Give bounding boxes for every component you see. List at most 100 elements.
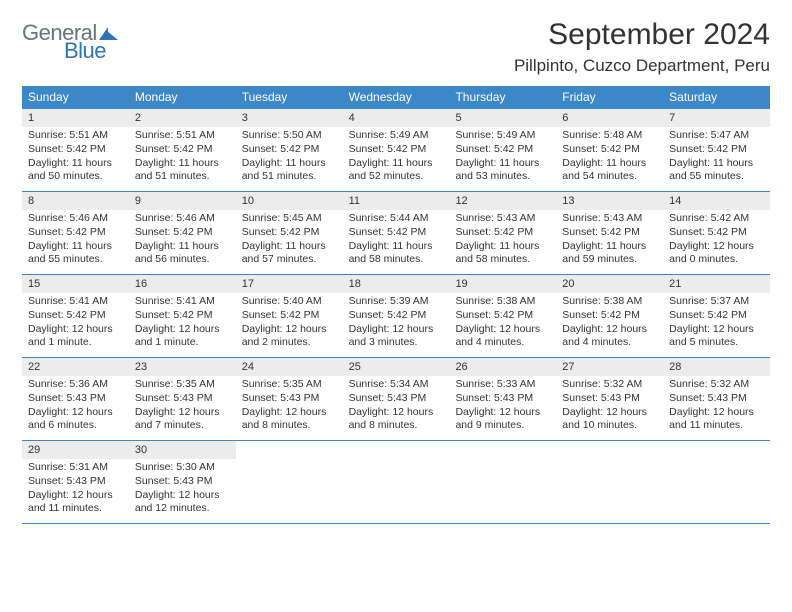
- day-body: Sunrise: 5:32 AMSunset: 5:43 PMDaylight:…: [556, 376, 663, 437]
- day-number: 17: [236, 275, 343, 293]
- day-number: 14: [663, 192, 770, 210]
- day-header: Monday: [129, 86, 236, 108]
- day-body: Sunrise: 5:51 AMSunset: 5:42 PMDaylight:…: [129, 127, 236, 188]
- day-cell: 4Sunrise: 5:49 AMSunset: 5:42 PMDaylight…: [343, 109, 450, 191]
- sunset-text: Sunset: 5:42 PM: [562, 309, 657, 323]
- sunset-text: Sunset: 5:42 PM: [242, 226, 337, 240]
- header: General Blue September 2024 Pillpinto, C…: [22, 18, 770, 76]
- day-header: Thursday: [449, 86, 556, 108]
- daylight-text: Daylight: 11 hours and 53 minutes.: [455, 157, 550, 184]
- day-number: 25: [343, 358, 450, 376]
- sunrise-text: Sunrise: 5:51 AM: [135, 129, 230, 143]
- sunset-text: Sunset: 5:42 PM: [349, 143, 444, 157]
- daylight-text: Daylight: 12 hours and 3 minutes.: [349, 323, 444, 350]
- sunset-text: Sunset: 5:42 PM: [349, 226, 444, 240]
- day-cell: 14Sunrise: 5:42 AMSunset: 5:42 PMDayligh…: [663, 192, 770, 274]
- sunrise-text: Sunrise: 5:35 AM: [135, 378, 230, 392]
- daylight-text: Daylight: 12 hours and 1 minute.: [28, 323, 123, 350]
- day-cell: 17Sunrise: 5:40 AMSunset: 5:42 PMDayligh…: [236, 275, 343, 357]
- day-body: Sunrise: 5:40 AMSunset: 5:42 PMDaylight:…: [236, 293, 343, 354]
- sunset-text: Sunset: 5:42 PM: [349, 309, 444, 323]
- daylight-text: Daylight: 12 hours and 11 minutes.: [28, 489, 123, 516]
- day-cell: 30Sunrise: 5:30 AMSunset: 5:43 PMDayligh…: [129, 441, 236, 523]
- daylight-text: Daylight: 11 hours and 51 minutes.: [242, 157, 337, 184]
- sunset-text: Sunset: 5:42 PM: [455, 143, 550, 157]
- day-body: Sunrise: 5:38 AMSunset: 5:42 PMDaylight:…: [449, 293, 556, 354]
- day-body: Sunrise: 5:33 AMSunset: 5:43 PMDaylight:…: [449, 376, 556, 437]
- day-cell: 11Sunrise: 5:44 AMSunset: 5:42 PMDayligh…: [343, 192, 450, 274]
- sunset-text: Sunset: 5:42 PM: [562, 143, 657, 157]
- daylight-text: Daylight: 11 hours and 54 minutes.: [562, 157, 657, 184]
- day-number: 28: [663, 358, 770, 376]
- day-body: Sunrise: 5:43 AMSunset: 5:42 PMDaylight:…: [556, 210, 663, 271]
- day-body: Sunrise: 5:41 AMSunset: 5:42 PMDaylight:…: [129, 293, 236, 354]
- daylight-text: Daylight: 11 hours and 56 minutes.: [135, 240, 230, 267]
- day-number: 22: [22, 358, 129, 376]
- day-cell: 25Sunrise: 5:34 AMSunset: 5:43 PMDayligh…: [343, 358, 450, 440]
- day-body: Sunrise: 5:35 AMSunset: 5:43 PMDaylight:…: [129, 376, 236, 437]
- day-cell: 18Sunrise: 5:39 AMSunset: 5:42 PMDayligh…: [343, 275, 450, 357]
- sunset-text: Sunset: 5:43 PM: [28, 392, 123, 406]
- day-cell: 16Sunrise: 5:41 AMSunset: 5:42 PMDayligh…: [129, 275, 236, 357]
- location: Pillpinto, Cuzco Department, Peru: [514, 56, 770, 76]
- daylight-text: Daylight: 12 hours and 11 minutes.: [669, 406, 764, 433]
- day-body: Sunrise: 5:47 AMSunset: 5:42 PMDaylight:…: [663, 127, 770, 188]
- sunrise-text: Sunrise: 5:33 AM: [455, 378, 550, 392]
- day-number: 1: [22, 109, 129, 127]
- sunset-text: Sunset: 5:42 PM: [28, 143, 123, 157]
- day-cell: 28Sunrise: 5:32 AMSunset: 5:43 PMDayligh…: [663, 358, 770, 440]
- sunrise-text: Sunrise: 5:30 AM: [135, 461, 230, 475]
- day-number: 7: [663, 109, 770, 127]
- daylight-text: Daylight: 12 hours and 2 minutes.: [242, 323, 337, 350]
- sunset-text: Sunset: 5:42 PM: [669, 226, 764, 240]
- day-body: Sunrise: 5:41 AMSunset: 5:42 PMDaylight:…: [22, 293, 129, 354]
- sunset-text: Sunset: 5:42 PM: [242, 143, 337, 157]
- day-header-row: SundayMondayTuesdayWednesdayThursdayFrid…: [22, 86, 770, 108]
- day-body: Sunrise: 5:50 AMSunset: 5:42 PMDaylight:…: [236, 127, 343, 188]
- day-body: Sunrise: 5:48 AMSunset: 5:42 PMDaylight:…: [556, 127, 663, 188]
- day-number: 5: [449, 109, 556, 127]
- sunrise-text: Sunrise: 5:32 AM: [562, 378, 657, 392]
- day-cell: [663, 441, 770, 523]
- daylight-text: Daylight: 11 hours and 55 minutes.: [669, 157, 764, 184]
- day-body: Sunrise: 5:36 AMSunset: 5:43 PMDaylight:…: [22, 376, 129, 437]
- daylight-text: Daylight: 12 hours and 7 minutes.: [135, 406, 230, 433]
- sunrise-text: Sunrise: 5:38 AM: [455, 295, 550, 309]
- day-cell: 22Sunrise: 5:36 AMSunset: 5:43 PMDayligh…: [22, 358, 129, 440]
- day-number: 15: [22, 275, 129, 293]
- logo: General Blue: [22, 18, 118, 62]
- sunset-text: Sunset: 5:42 PM: [669, 309, 764, 323]
- sunrise-text: Sunrise: 5:49 AM: [349, 129, 444, 143]
- daylight-text: Daylight: 12 hours and 0 minutes.: [669, 240, 764, 267]
- sunset-text: Sunset: 5:42 PM: [455, 309, 550, 323]
- sunset-text: Sunset: 5:42 PM: [562, 226, 657, 240]
- sunrise-text: Sunrise: 5:32 AM: [669, 378, 764, 392]
- daylight-text: Daylight: 12 hours and 10 minutes.: [562, 406, 657, 433]
- day-cell: 21Sunrise: 5:37 AMSunset: 5:42 PMDayligh…: [663, 275, 770, 357]
- daylight-text: Daylight: 12 hours and 9 minutes.: [455, 406, 550, 433]
- day-number: 6: [556, 109, 663, 127]
- sunrise-text: Sunrise: 5:35 AM: [242, 378, 337, 392]
- sunset-text: Sunset: 5:43 PM: [28, 475, 123, 489]
- day-cell: 13Sunrise: 5:43 AMSunset: 5:42 PMDayligh…: [556, 192, 663, 274]
- calendar: SundayMondayTuesdayWednesdayThursdayFrid…: [22, 86, 770, 524]
- title-block: September 2024 Pillpinto, Cuzco Departme…: [514, 18, 770, 76]
- sunrise-text: Sunrise: 5:51 AM: [28, 129, 123, 143]
- sunset-text: Sunset: 5:43 PM: [242, 392, 337, 406]
- daylight-text: Daylight: 12 hours and 5 minutes.: [669, 323, 764, 350]
- sunrise-text: Sunrise: 5:34 AM: [349, 378, 444, 392]
- sunset-text: Sunset: 5:42 PM: [28, 309, 123, 323]
- day-body: Sunrise: 5:51 AMSunset: 5:42 PMDaylight:…: [22, 127, 129, 188]
- daylight-text: Daylight: 11 hours and 55 minutes.: [28, 240, 123, 267]
- daylight-text: Daylight: 12 hours and 8 minutes.: [349, 406, 444, 433]
- sunset-text: Sunset: 5:42 PM: [28, 226, 123, 240]
- day-number: 27: [556, 358, 663, 376]
- day-cell: 26Sunrise: 5:33 AMSunset: 5:43 PMDayligh…: [449, 358, 556, 440]
- sunrise-text: Sunrise: 5:40 AM: [242, 295, 337, 309]
- sunset-text: Sunset: 5:43 PM: [135, 392, 230, 406]
- day-body: Sunrise: 5:45 AMSunset: 5:42 PMDaylight:…: [236, 210, 343, 271]
- day-number: 12: [449, 192, 556, 210]
- sunrise-text: Sunrise: 5:39 AM: [349, 295, 444, 309]
- day-number: 30: [129, 441, 236, 459]
- day-cell: 7Sunrise: 5:47 AMSunset: 5:42 PMDaylight…: [663, 109, 770, 191]
